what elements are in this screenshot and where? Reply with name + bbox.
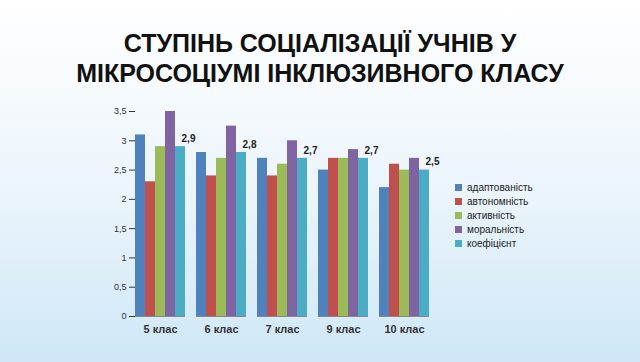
html-text:активність: активність [467, 209, 516, 221]
html-text:коефіцієнт: коефіцієнт [467, 237, 517, 249]
svg-text:0,5: 0,5 [114, 282, 127, 292]
svg-text:1,5: 1,5 [114, 224, 127, 234]
svg-text:2,5: 2,5 [426, 156, 440, 167]
html-text:адаптованість: адаптованість [467, 181, 533, 193]
svg-text:1: 1 [121, 253, 126, 263]
svg-text:7 клас: 7 клас [265, 323, 299, 335]
html-text:автономність: автономність [467, 195, 529, 207]
svg-text:10 клас: 10 клас [384, 323, 424, 335]
svg-text:2: 2 [121, 194, 126, 204]
svg-text:9 клас: 9 клас [326, 323, 360, 335]
svg-text:0: 0 [121, 311, 126, 321]
svg-text:2,5: 2,5 [114, 165, 127, 175]
svg-text:3: 3 [121, 136, 126, 146]
svg-text:2,7: 2,7 [304, 145, 318, 156]
svg-text:5 клас: 5 клас [143, 323, 177, 335]
svg-text:2,7: 2,7 [365, 145, 379, 156]
html-text:СТУПІНЬ СОЦІАЛІЗАЦІЇ УЧНІВ У М: СТУПІНЬ СОЦІАЛІЗАЦІЇ УЧНІВ У МІКРОСОЦІУМ… [76, 29, 564, 87]
svg-text:2,9: 2,9 [182, 133, 196, 144]
svg-text:3,5: 3,5 [114, 106, 127, 116]
svg-text:6 клас: 6 клас [204, 323, 238, 335]
svg-text:2,8: 2,8 [243, 139, 257, 150]
html-text:моральність: моральність [467, 223, 525, 235]
